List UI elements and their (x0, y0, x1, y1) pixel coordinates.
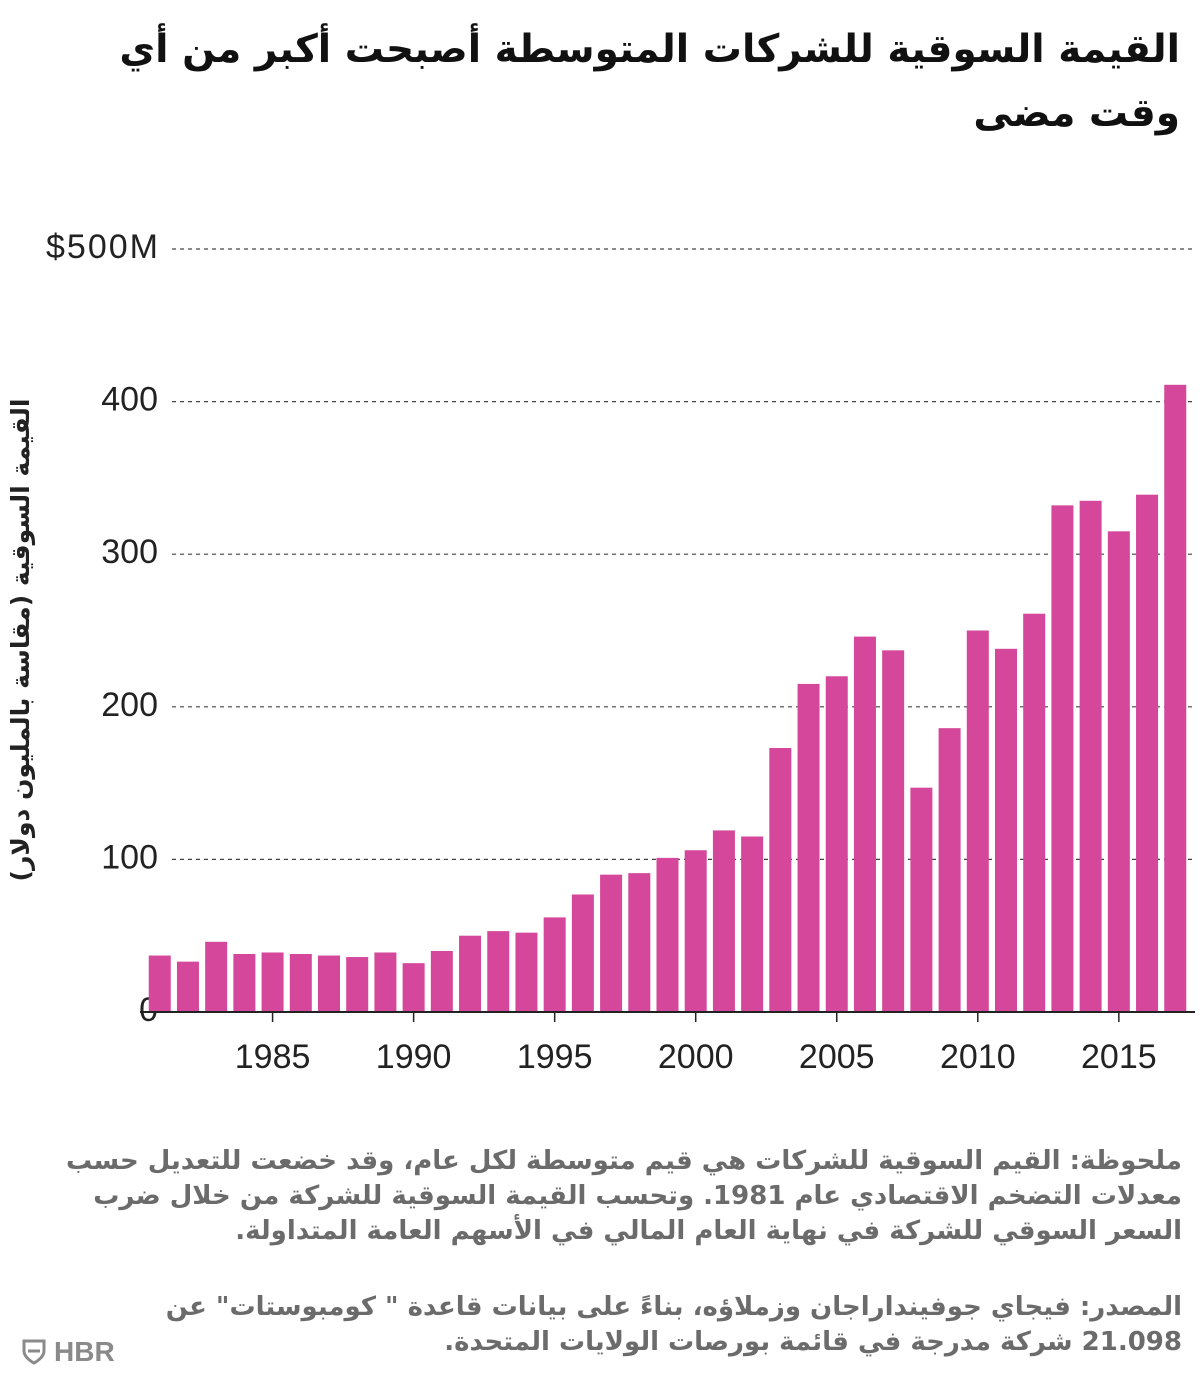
bar (571, 894, 594, 1012)
x-tick-label: 1995 (517, 1038, 593, 1076)
x-tick-label: 2000 (658, 1038, 734, 1076)
chart: القيمة السوقية (مقاسة بالمليون دولار) 01… (6, 228, 1195, 1076)
bar (543, 917, 566, 1012)
bar (205, 941, 228, 1012)
y-tick-label: 400 (101, 381, 158, 419)
bar (1023, 613, 1046, 1012)
bar (148, 955, 171, 1012)
bar (317, 955, 340, 1012)
y-tick-label: 300 (101, 533, 158, 571)
bar (261, 952, 284, 1012)
bar (402, 963, 425, 1012)
x-tick-label: 2005 (799, 1038, 875, 1076)
bar (712, 830, 735, 1012)
source: المصدر: فيجاي جوفينداراجان وزملاؤه، بناء… (165, 1292, 1182, 1357)
bar (684, 850, 707, 1012)
bar (825, 676, 848, 1012)
y-tick-label: 200 (101, 686, 158, 724)
bar (966, 630, 989, 1012)
x-tick-label: 2010 (940, 1038, 1016, 1076)
bar (374, 952, 397, 1012)
bar (995, 648, 1018, 1012)
bar (600, 874, 623, 1012)
y-tick-label: $500M (46, 228, 158, 266)
bar (430, 950, 453, 1012)
bar (233, 954, 256, 1012)
bar (769, 748, 792, 1012)
y-axis-label: القيمة السوقية (مقاسة بالمليون دولار) (6, 399, 36, 882)
bar (1107, 531, 1130, 1012)
bar (459, 935, 482, 1012)
x-tick-label: 1985 (235, 1038, 311, 1076)
bar (1164, 384, 1187, 1013)
bar (797, 683, 820, 1012)
y-tick-label: 100 (101, 838, 158, 876)
x-tick-label: 2015 (1081, 1038, 1157, 1076)
chart-title: القيمة السوقية للشركات المتوسطة أصبحت أك… (119, 27, 1180, 136)
bar (1079, 500, 1102, 1012)
logo-shield (22, 1339, 46, 1365)
logo: HBR (22, 1336, 115, 1368)
bar (346, 957, 369, 1012)
bar (176, 961, 199, 1012)
bar (1136, 494, 1159, 1012)
bar (656, 857, 679, 1012)
bar (741, 836, 764, 1012)
bar (1051, 505, 1074, 1012)
bar (882, 650, 905, 1012)
bar (289, 954, 312, 1012)
bar (515, 932, 538, 1012)
bar (938, 728, 961, 1012)
note: ملحوظة: القيم السوقية للشركات هي قيم متو… (66, 1146, 1182, 1246)
bar (853, 636, 876, 1012)
x-tick-label: 1990 (376, 1038, 452, 1076)
logo-text: HBR (54, 1336, 115, 1367)
bar (487, 931, 510, 1012)
bar (910, 787, 933, 1012)
bar (628, 873, 651, 1012)
